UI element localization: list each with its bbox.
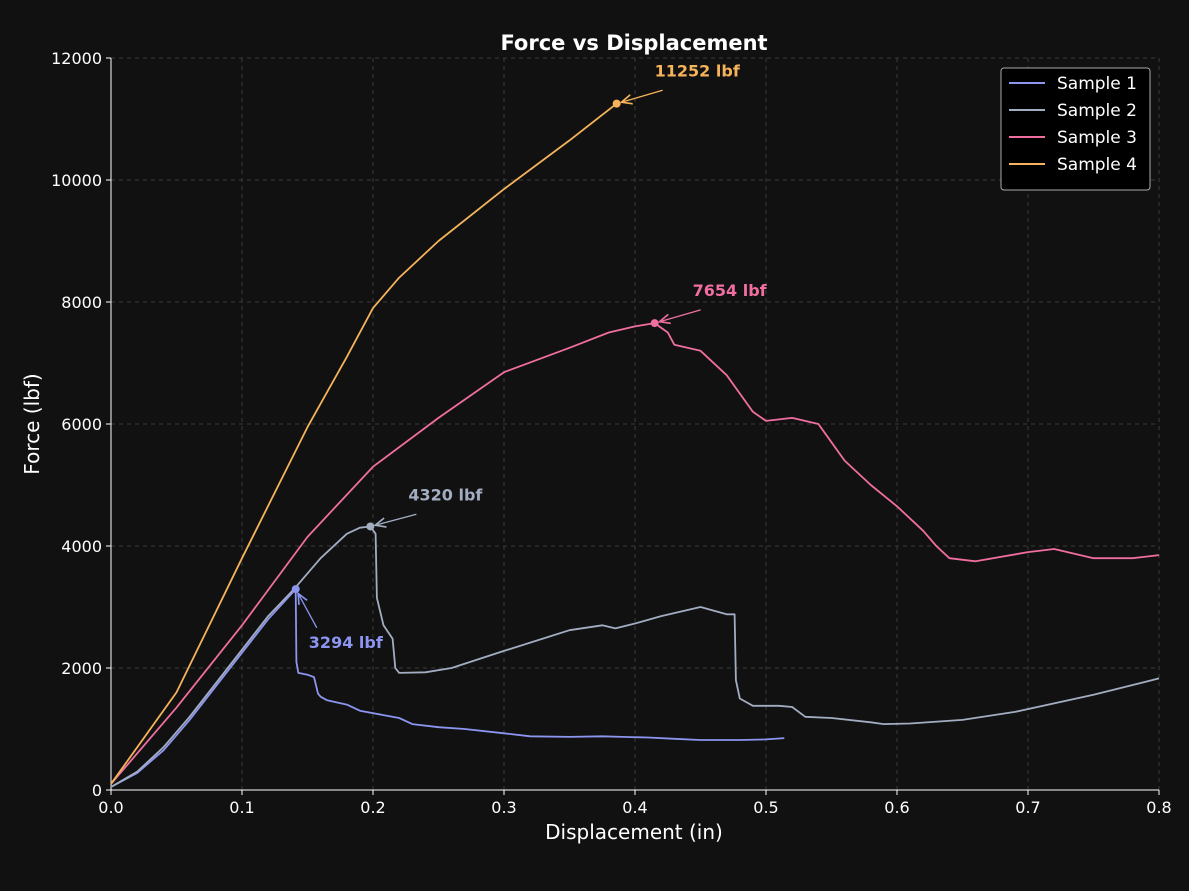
x-tick-label: 0.3 — [491, 798, 516, 817]
annotation-arrow — [659, 309, 701, 322]
x-tick-label: 0.5 — [753, 798, 778, 817]
y-tick-label: 10000 — [51, 171, 102, 190]
x-tick-label: 0.0 — [98, 798, 123, 817]
tick-labels: 0.0 0.1 0.2 0.3 0.4 0.5 0.6 0.7 0.8 0 2000 4000 6000… — [51, 49, 1172, 817]
y-tick-label: 2000 — [61, 659, 102, 678]
y-tick-label: 0 — [92, 781, 102, 800]
legend: Sample 1 Sample 2 Sample 3 Sample 4 — [1000, 67, 1151, 191]
x-tick-label: 0.4 — [622, 798, 647, 817]
legend-label: Sample 2 — [1057, 101, 1137, 121]
x-tick-label: 0.8 — [1146, 798, 1171, 817]
x-axis-label: Displacement (in) — [545, 820, 723, 844]
peak-annotations: 11252 lbf 7654 lbf 4320 lbf 3294 lbf — [291, 61, 768, 652]
y-tick-label: 12000 — [51, 49, 102, 68]
legend-label: Sample 3 — [1057, 128, 1137, 148]
peak-annotation-label: 7654 lbf — [693, 281, 768, 300]
peak-annotation-label: 11252 lbf — [655, 61, 741, 80]
peak-marker — [612, 99, 621, 108]
x-tick-label: 0.7 — [1015, 798, 1040, 817]
chart-title: Force vs Displacement — [500, 31, 767, 55]
peak-annotation-label: 3294 lbf — [309, 633, 384, 652]
peak-marker — [291, 585, 300, 594]
series-line-sample-1 — [110, 588, 785, 788]
grid — [110, 57, 1160, 791]
y-axis-label: Force (lbf) — [20, 373, 44, 474]
legend-box — [1000, 67, 1151, 191]
x-tick-label: 0.6 — [884, 798, 909, 817]
y-tick-label: 8000 — [61, 293, 102, 312]
annotation-arrow — [375, 513, 417, 525]
axes — [106, 57, 1160, 795]
series-line-sample-3 — [110, 322, 1160, 785]
legend-label: Sample 1 — [1057, 74, 1137, 94]
peak-marker — [366, 522, 375, 531]
peak-marker — [650, 319, 659, 328]
annotation-arrow — [621, 89, 663, 102]
x-tick-label: 0.2 — [360, 798, 385, 817]
series-line-sample-4 — [110, 102, 618, 785]
peak-annotation-label: 4320 lbf — [408, 485, 483, 504]
y-tick-label: 6000 — [61, 415, 102, 434]
x-tick-label: 0.1 — [229, 798, 254, 817]
y-tick-label: 4000 — [61, 537, 102, 556]
annotation-arrow — [298, 593, 318, 629]
legend-label: Sample 4 — [1057, 155, 1137, 175]
